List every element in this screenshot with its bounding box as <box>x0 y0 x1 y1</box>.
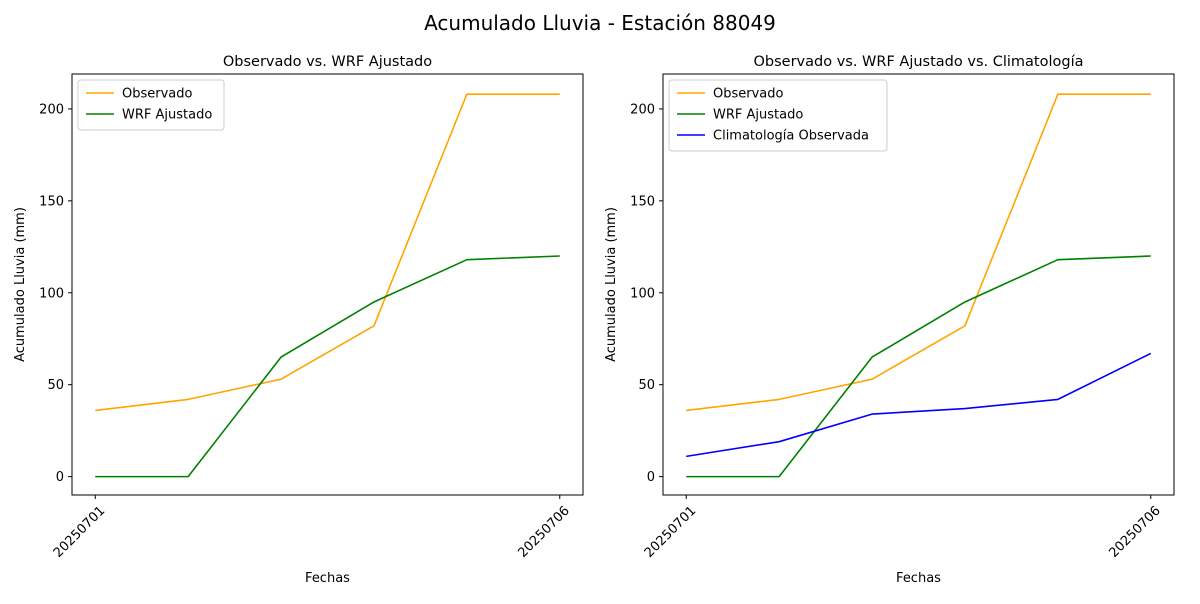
x-axis-label: Fechas <box>896 571 941 586</box>
legend-entry: Observado <box>122 87 193 102</box>
series-line-0 <box>95 93 560 412</box>
y-tick-label: 200 <box>630 102 655 117</box>
y-tick-label: 100 <box>630 286 655 301</box>
legend-box <box>668 79 888 152</box>
x-tick-label: 20250706 <box>1106 503 1163 560</box>
y-tick-label: 50 <box>47 378 64 393</box>
series-line-2 <box>686 352 1152 458</box>
series-line-0 <box>686 93 1151 412</box>
y-tick-label: 0 <box>647 470 655 485</box>
y-tick-label: 0 <box>56 470 64 485</box>
y-tick-label: 50 <box>638 378 655 393</box>
legend-entry: Climatología Observada <box>713 129 869 144</box>
x-tick-label: 20250701 <box>642 503 699 560</box>
y-tick-label: 150 <box>630 194 655 209</box>
series-line-1 <box>95 255 560 478</box>
figure-suptitle: Acumulado Lluvia - Estación 88049 <box>424 11 776 35</box>
legend-box <box>77 79 225 131</box>
axes-frame <box>71 73 584 496</box>
y-axis-label: Acumulado Lluvia (mm) <box>13 207 28 362</box>
legend-entry: Observado <box>713 87 784 102</box>
y-axis-label: Acumulado Lluvia (mm) <box>604 207 619 362</box>
y-tick-label: 150 <box>39 194 64 209</box>
panel-title: Observado vs. WRF Ajustado vs. Climatolo… <box>754 54 1084 70</box>
series-line-1 <box>686 255 1151 478</box>
legend-entry: WRF Ajustado <box>713 108 803 123</box>
axes-frame <box>662 73 1175 496</box>
y-tick-label: 200 <box>39 102 64 117</box>
panel-right: Observado vs. WRF Ajustado vs. Climatolo… <box>604 54 1175 586</box>
x-axis-label: Fechas <box>305 571 350 586</box>
y-tick-label: 100 <box>39 286 64 301</box>
panel-left: Observado vs. WRF Ajustado 0 50 100 150 200 20… <box>13 54 584 586</box>
x-tick-label: 20250701 <box>51 503 108 560</box>
panel-title: Observado vs. WRF Ajustado <box>223 54 432 70</box>
x-tick-label: 20250706 <box>515 503 572 560</box>
legend-entry: WRF Ajustado <box>122 108 212 123</box>
